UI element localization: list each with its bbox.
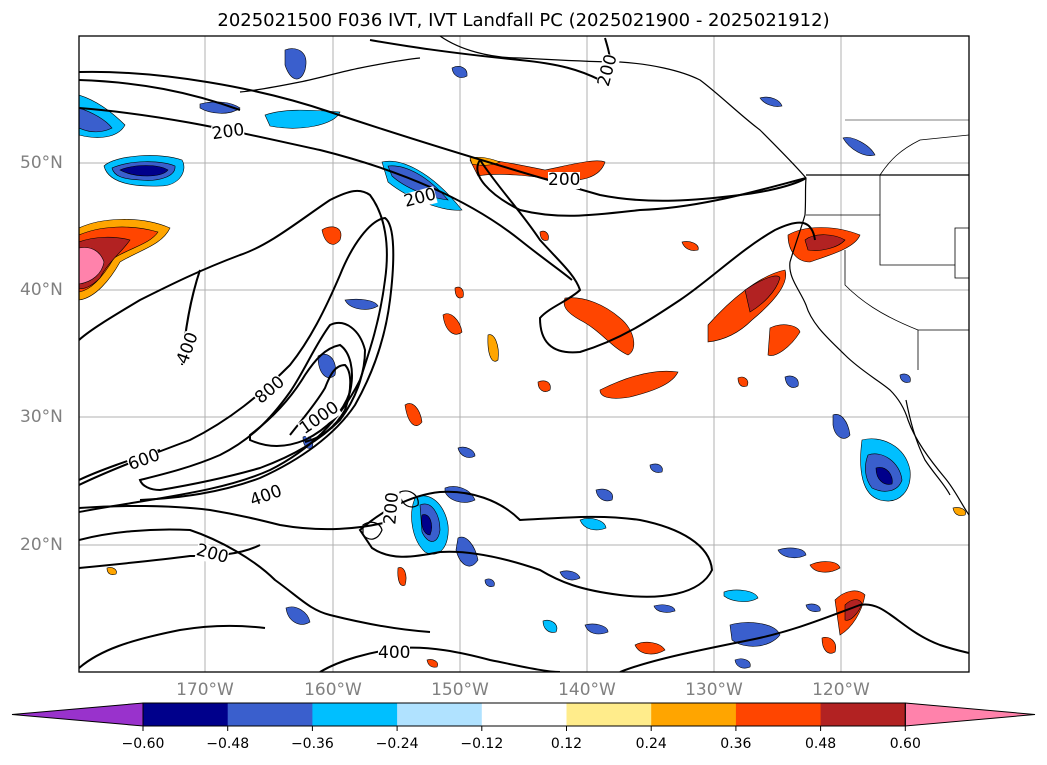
map-frame bbox=[78, 35, 970, 673]
colorbar-tick-label: 0.24 bbox=[635, 736, 667, 752]
colorbar-outline bbox=[142, 702, 906, 727]
contour-label-200: 200 bbox=[380, 491, 404, 526]
colorbar-bin bbox=[566, 703, 652, 726]
colorbar-bin bbox=[227, 703, 313, 726]
colorbar-bin bbox=[651, 703, 737, 726]
lon-tick-140w: 140°W bbox=[558, 680, 616, 700]
colorbar-tick-label: −0.60 bbox=[121, 736, 165, 752]
map-title: 2025021500 F036 IVT, IVT Landfall PC (20… bbox=[217, 10, 830, 31]
colorbar-bin bbox=[143, 703, 229, 726]
lon-tick-120w: 120°W bbox=[812, 680, 870, 700]
positive-pc-patches bbox=[79, 156, 966, 668]
colorbar-bin bbox=[397, 703, 483, 726]
lat-tick-20n: 20°N bbox=[20, 535, 63, 555]
colorbar-extend-min bbox=[11, 702, 144, 727]
colorbar-tick-label: −0.24 bbox=[375, 736, 419, 752]
colorbar-extend-max bbox=[904, 702, 1036, 727]
colorbar-tick-label: 0.36 bbox=[720, 736, 752, 752]
lon-tick-160w: 160°W bbox=[304, 680, 362, 700]
lon-tick-130w: 130°W bbox=[685, 680, 743, 700]
colorbar-bin bbox=[481, 703, 567, 726]
ivt-contours bbox=[79, 37, 969, 672]
colorbar bbox=[11, 702, 1036, 731]
colorbar-tick-label: 0.12 bbox=[550, 736, 583, 752]
colorbar-bin bbox=[312, 703, 398, 726]
lon-tick-170w: 170°W bbox=[176, 680, 234, 700]
lat-tick-50n: 50°N bbox=[20, 153, 63, 173]
gridlines bbox=[79, 36, 969, 672]
colorbar-bin bbox=[735, 703, 822, 726]
contour-label-200: 200 bbox=[548, 170, 581, 190]
contour-label-200: 200 bbox=[210, 119, 246, 145]
lat-tick-40n: 40°N bbox=[20, 280, 63, 300]
colorbar-tick-label: −0.36 bbox=[290, 736, 334, 752]
colorbar-tick-label: 0.60 bbox=[889, 736, 921, 752]
colorbar-tick-label: −0.48 bbox=[206, 736, 250, 752]
colorbar-bin bbox=[820, 703, 906, 726]
colorbar-tick-label: −0.12 bbox=[460, 736, 504, 752]
lat-tick-30n: 30°N bbox=[20, 407, 63, 427]
lon-tick-150w: 150°W bbox=[431, 680, 489, 700]
colorbar-tick-label: 0.48 bbox=[805, 736, 837, 752]
contour-label-400: 400 bbox=[378, 643, 411, 663]
